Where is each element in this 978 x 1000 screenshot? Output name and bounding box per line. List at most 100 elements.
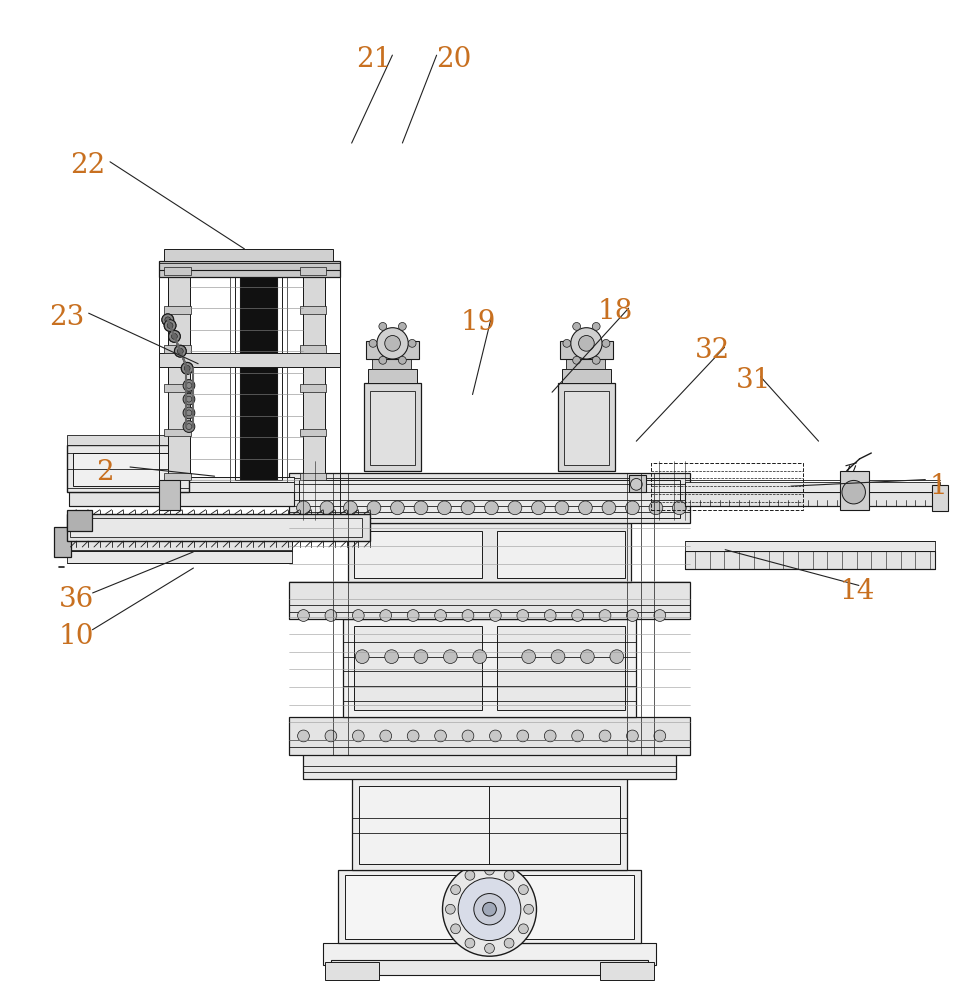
Bar: [158, 261, 339, 277]
Circle shape: [648, 501, 662, 515]
Bar: [366, 341, 419, 359]
Circle shape: [367, 501, 380, 515]
Circle shape: [297, 730, 309, 742]
Circle shape: [168, 331, 180, 342]
Circle shape: [555, 501, 568, 515]
Bar: [299, 267, 326, 275]
Bar: [331, 960, 647, 975]
Text: 21: 21: [356, 46, 391, 73]
Circle shape: [504, 938, 513, 948]
Circle shape: [672, 501, 686, 515]
Circle shape: [484, 865, 494, 875]
Bar: [235, 260, 282, 480]
Text: 10: 10: [59, 623, 94, 650]
Circle shape: [434, 730, 446, 742]
Bar: [841, 476, 863, 495]
Circle shape: [167, 323, 173, 328]
Circle shape: [544, 730, 556, 742]
Circle shape: [355, 650, 369, 663]
Circle shape: [571, 610, 583, 621]
Circle shape: [296, 501, 310, 515]
Circle shape: [181, 362, 193, 374]
Bar: [650, 463, 802, 510]
Circle shape: [377, 328, 408, 359]
Bar: [557, 383, 614, 471]
Circle shape: [450, 885, 460, 895]
Bar: [488, 786, 619, 864]
Bar: [342, 619, 636, 717]
Circle shape: [177, 348, 183, 354]
Bar: [563, 391, 608, 465]
Bar: [289, 582, 689, 619]
Circle shape: [472, 650, 486, 663]
Bar: [368, 369, 417, 383]
Circle shape: [531, 501, 545, 515]
Bar: [344, 875, 634, 939]
Bar: [685, 551, 934, 569]
Circle shape: [320, 501, 333, 515]
Circle shape: [369, 339, 377, 347]
Bar: [628, 475, 645, 492]
Bar: [421, 539, 440, 755]
Circle shape: [164, 320, 176, 331]
Bar: [325, 962, 378, 980]
Circle shape: [521, 650, 535, 663]
Text: 32: 32: [694, 337, 730, 364]
Circle shape: [443, 650, 457, 663]
Circle shape: [164, 317, 170, 323]
Bar: [68, 477, 293, 482]
Circle shape: [484, 943, 494, 953]
Bar: [158, 262, 339, 541]
Bar: [370, 391, 415, 465]
Circle shape: [343, 501, 357, 515]
Circle shape: [384, 336, 400, 351]
Bar: [303, 752, 675, 779]
Circle shape: [181, 362, 193, 374]
Circle shape: [164, 320, 176, 331]
Text: 22: 22: [70, 152, 106, 179]
Circle shape: [599, 730, 610, 742]
Circle shape: [653, 730, 665, 742]
Circle shape: [352, 730, 364, 742]
Circle shape: [508, 501, 521, 515]
Bar: [685, 541, 934, 551]
Bar: [299, 429, 326, 436]
Circle shape: [164, 317, 170, 323]
Bar: [931, 485, 947, 511]
Bar: [299, 384, 326, 392]
Circle shape: [458, 878, 520, 941]
Circle shape: [445, 904, 455, 914]
Bar: [67, 538, 291, 551]
Circle shape: [325, 610, 336, 621]
Circle shape: [398, 356, 406, 364]
Bar: [303, 275, 325, 480]
Bar: [164, 306, 191, 314]
Text: 23: 23: [49, 304, 84, 331]
Bar: [73, 453, 176, 486]
Text: 31: 31: [735, 367, 771, 394]
Circle shape: [161, 314, 173, 326]
Circle shape: [168, 331, 180, 342]
Circle shape: [442, 862, 536, 956]
Bar: [298, 480, 680, 518]
Circle shape: [484, 501, 498, 515]
Bar: [538, 539, 557, 755]
Circle shape: [544, 610, 556, 621]
Circle shape: [653, 610, 665, 621]
Circle shape: [601, 501, 615, 515]
Circle shape: [482, 902, 496, 916]
Circle shape: [177, 348, 183, 354]
Bar: [67, 445, 189, 492]
Circle shape: [414, 650, 427, 663]
Circle shape: [450, 924, 460, 934]
Circle shape: [599, 610, 610, 621]
Circle shape: [518, 885, 528, 895]
Circle shape: [161, 314, 173, 326]
Text: 36: 36: [59, 586, 94, 613]
Bar: [164, 249, 333, 261]
Text: 18: 18: [597, 298, 632, 325]
Text: 1: 1: [929, 473, 947, 500]
Circle shape: [626, 610, 638, 621]
Text: 19: 19: [460, 309, 495, 336]
Circle shape: [167, 323, 173, 328]
